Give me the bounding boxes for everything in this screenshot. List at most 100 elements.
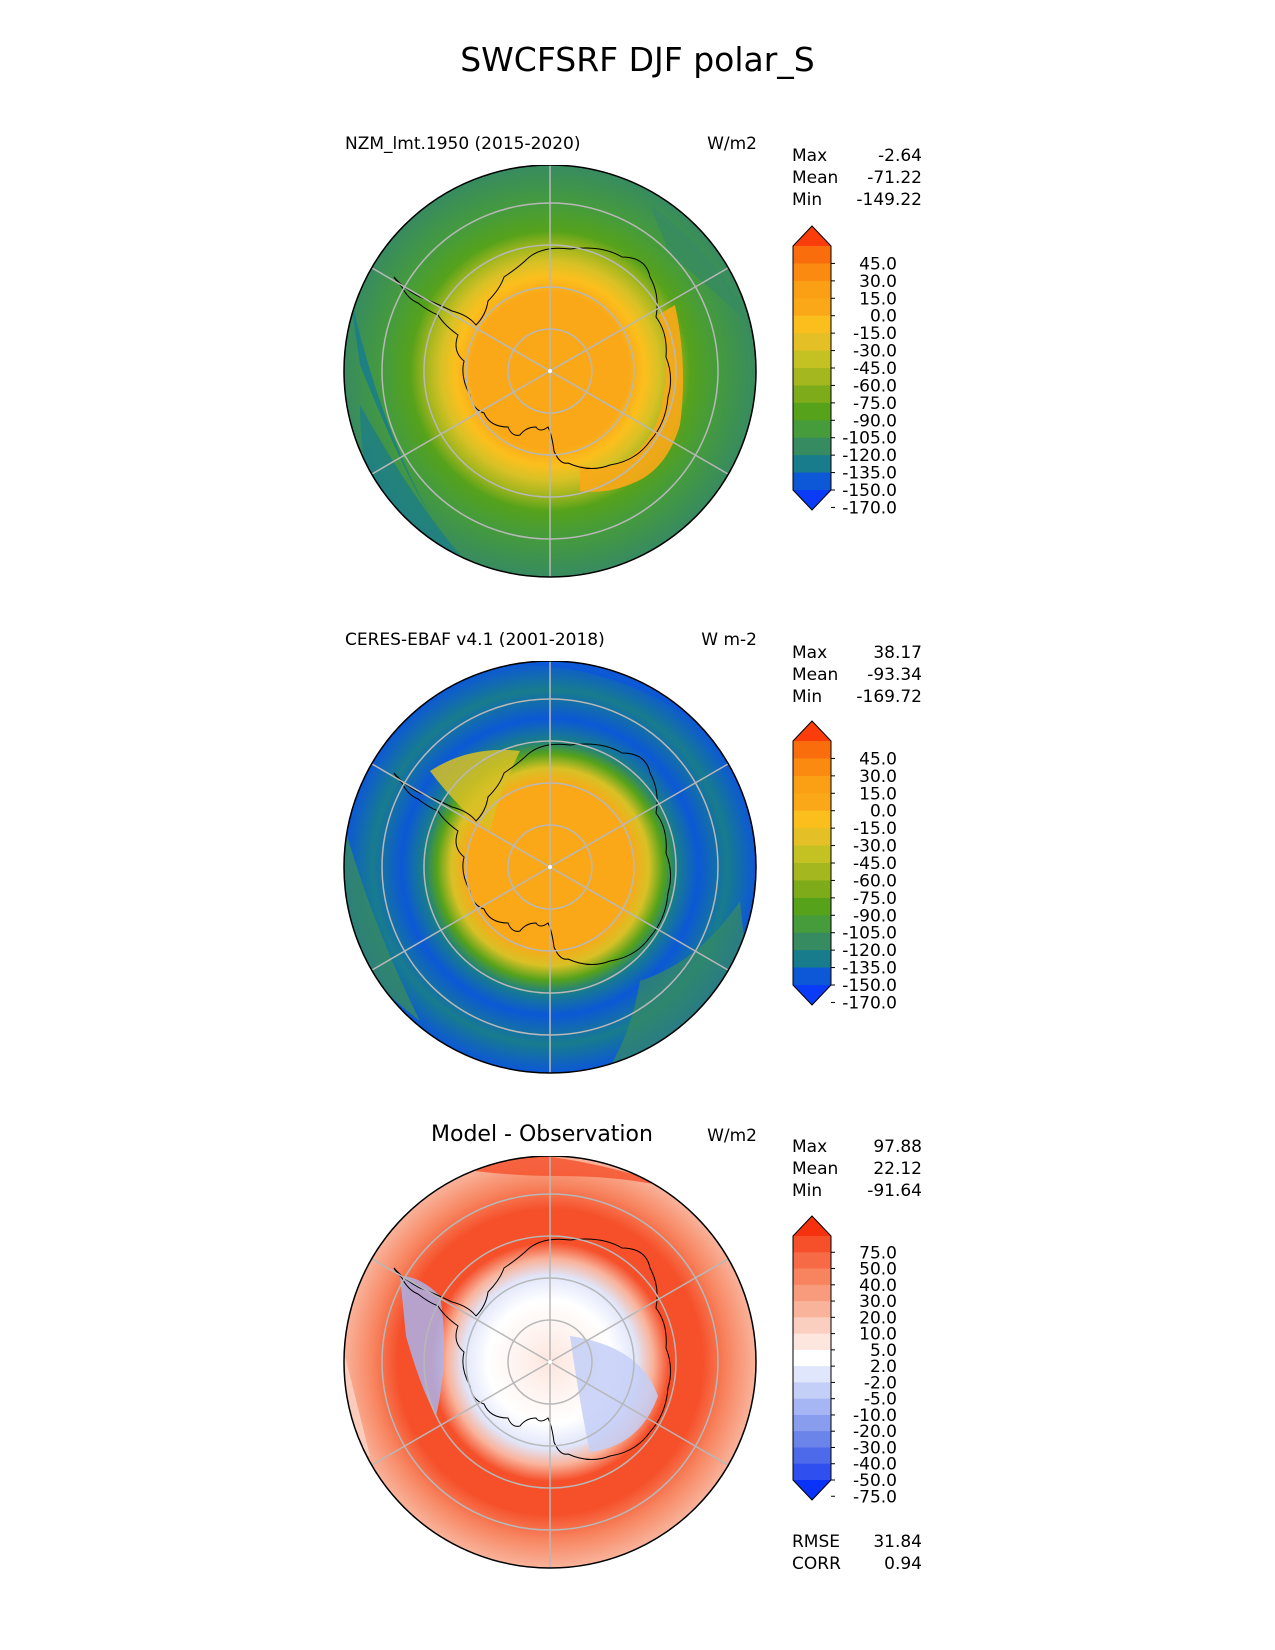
colorbar-tick-label: 30.0 [859,767,897,787]
colorbar-tick-label: -40.0 [853,1455,897,1475]
colorbar-tick-label: -170.0 [842,993,897,1013]
stat-max: Max 38.17 [792,643,922,663]
colorbar-segment [793,880,831,899]
colorbar-segment [793,420,831,439]
panel-obs-units: W m-2 [701,630,757,650]
colorbar-segment [793,368,831,386]
map-boundary [343,1156,757,1569]
colorbar-segment [793,455,831,474]
stat-min: Min -149.22 [792,190,922,210]
colorbar-tick-label: 10.0 [859,1325,897,1345]
colorbar-segment [793,263,831,282]
colorbar-segment [793,758,831,777]
colorbar-segment [793,1333,831,1351]
colorbar-tick-label: -135.0 [842,959,897,979]
panel-obs-title: CERES-EBAF v4.1 (2001-2018) [345,630,605,650]
colorbar-segments [792,225,832,511]
colorbar-segment [793,950,831,969]
colorbar-tick-label: 30.0 [859,272,897,292]
colorbar-tick-label: -2.0 [864,1373,897,1393]
metric-rmse: RMSE 31.84 [792,1532,922,1552]
colorbar-segment [793,280,831,299]
colorbar-segment [793,775,831,794]
map-boundary [343,165,757,578]
colorbar-tick-label: -45.0 [853,359,897,379]
colorbar-segment [793,1268,831,1286]
metric-corr: CORR 0.94 [792,1554,922,1574]
colorbar-segment [793,437,831,456]
colorbar-extend-min [793,1480,831,1500]
colorbar-labels: 45.030.015.00.0-15.0-30.0-45.0-60.0-75.0… [831,254,897,518]
panel-diff-metrics: RMSE 31.84 CORR 0.94 [792,1531,922,1575]
colorbar-segment [793,1463,831,1481]
colorbar-tick-label: -15.0 [853,819,897,839]
colorbar-obs: 45.030.015.00.0-15.0-30.0-45.0-60.0-75.0… [792,720,897,1013]
colorbar-tick-label: -5.0 [864,1390,897,1410]
colorbar-segment [793,1236,831,1253]
panel-obs-stats: Max 38.17 Mean -93.34 Min -169.72 [792,642,922,708]
colorbar-tick-label: -20.0 [853,1422,897,1442]
colorbar-tick-label: -170.0 [842,498,897,518]
colorbar-segment [793,1447,831,1465]
colorbar-extend-max [793,226,831,246]
colorbar-segment [793,793,831,812]
colorbar-segments [792,720,832,1006]
stat-min: Min -91.64 [792,1181,922,1201]
colorbar-tick-label: -75.0 [853,394,897,414]
colorbar-segment [793,385,831,404]
colorbar-model: 45.030.015.00.0-15.0-30.0-45.0-60.0-75.0… [792,225,897,518]
polar-map-diff [343,1156,757,1569]
stat-mean: Mean -71.22 [792,168,922,188]
panel-model-title: NZM_lmt.1950 (2015-2020) [345,134,581,154]
colorbar-tick-label: -30.0 [853,837,897,857]
colorbar-segment [793,741,831,759]
colorbar-tick-label: -10.0 [853,1406,897,1426]
field-patch [580,305,684,492]
pole-marker [548,1360,552,1364]
polar-map-obs [343,661,757,1074]
panel-diff-units: W/m2 [707,1126,757,1146]
colorbar-segment [793,298,831,317]
colorbar-tick-label: -60.0 [853,376,897,396]
field-patch [400,1276,445,1416]
polar-map-model [343,165,757,578]
colorbar-segment [793,828,831,847]
colorbar-segment [793,1301,831,1318]
colorbar-tick-label: -90.0 [853,906,897,926]
field-patch [430,749,520,831]
colorbar-extend-min [793,490,831,510]
graticule [371,661,729,1073]
graticule [371,1156,729,1568]
colorbar-extend-max [793,1216,831,1236]
field-patch [650,205,750,325]
colorbar-extend-max [793,721,831,741]
stat-mean: Mean 22.12 [792,1159,922,1179]
colorbar-segment [793,897,831,916]
colorbar-tick-label: -75.0 [853,1487,897,1507]
colorbar-tick-label: 0.0 [870,802,897,822]
colorbar-segment [793,472,831,491]
map-boundary [343,661,757,1074]
panel-model-units: W/m2 [707,134,757,154]
colorbar-segment [793,1349,831,1367]
colorbar-tick-label: -120.0 [842,446,897,466]
stat-max: Max -2.64 [792,146,922,166]
colorbar-tick-label: 75.0 [859,1243,897,1263]
colorbar-tick-label: -30.0 [853,1438,897,1458]
colorbar-segment [793,967,831,986]
field-patch [344,811,420,1021]
colorbar-tick-label: -150.0 [842,976,897,996]
pole-marker [548,369,552,373]
colorbar-tick-label: 45.0 [859,749,897,769]
panel-model-stats: Max -2.64 Mean -71.22 Min -149.22 [792,145,922,211]
colorbar-segment [793,1414,831,1432]
colorbar-segment [793,1431,831,1448]
colorbar-tick-label: -135.0 [842,464,897,484]
colorbar-tick-label: -50.0 [853,1471,897,1491]
colorbar-diff: 75.050.040.030.020.010.05.02.0-2.0-5.0-1… [792,1215,897,1507]
colorbar-segment [793,932,831,951]
colorbar-tick-label: -15.0 [853,324,897,344]
colorbar-tick-label: -45.0 [853,854,897,874]
colorbar-segment [793,333,831,352]
colorbar-tick-label: -30.0 [853,342,897,362]
